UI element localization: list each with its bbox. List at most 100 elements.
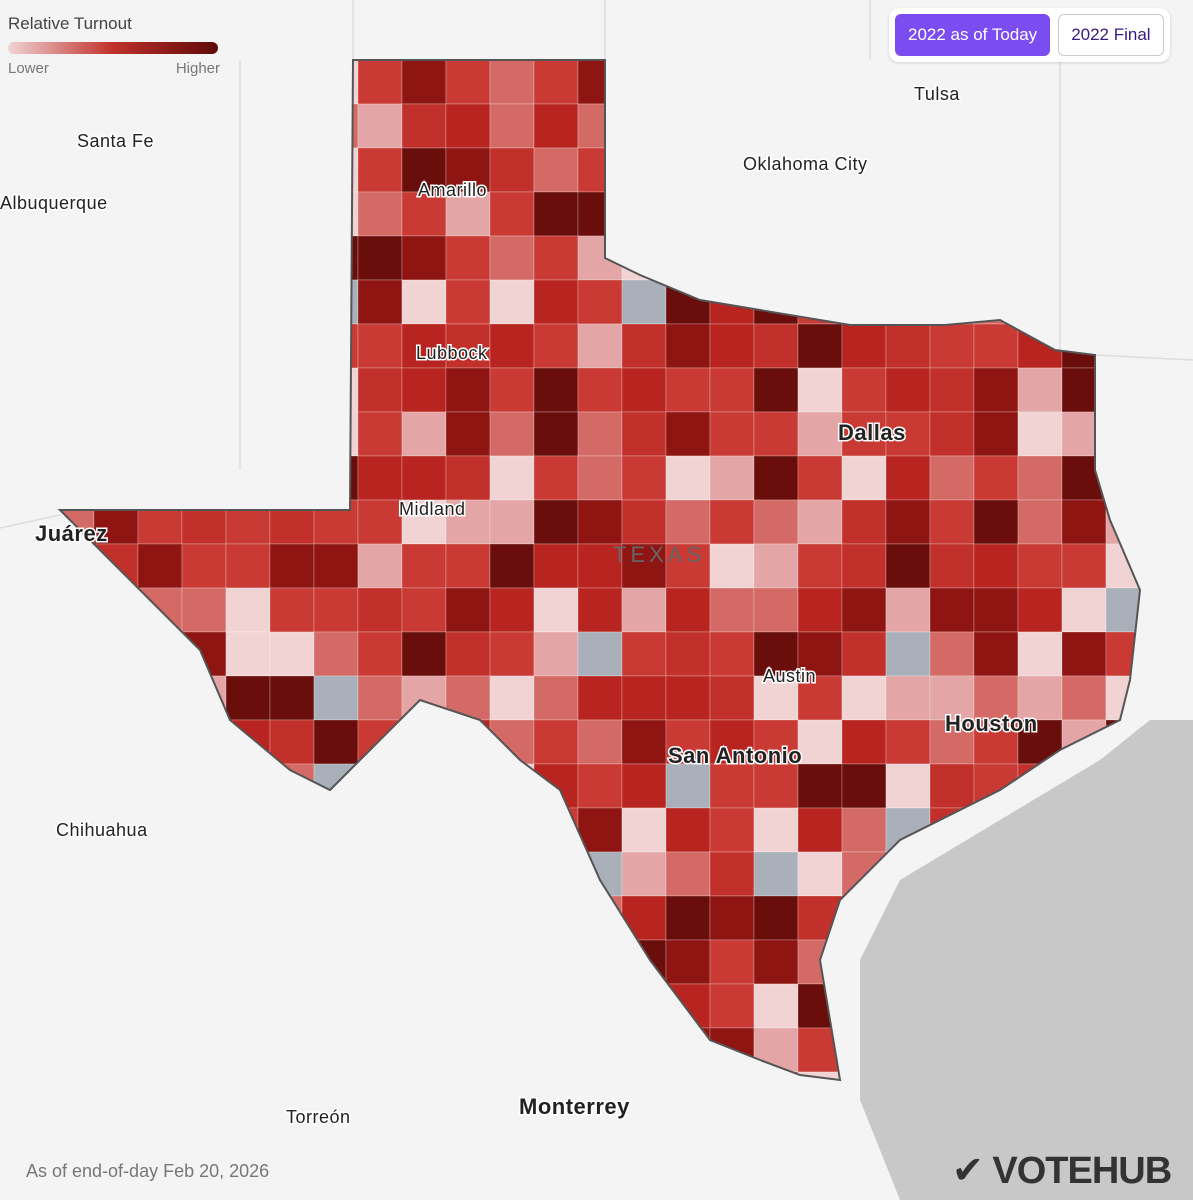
county xyxy=(93,147,139,193)
county xyxy=(225,983,271,1029)
county xyxy=(401,323,447,369)
county xyxy=(489,411,535,457)
county xyxy=(313,499,359,545)
county xyxy=(60,1027,95,1073)
county xyxy=(665,587,711,633)
county xyxy=(60,455,95,501)
county xyxy=(269,587,315,633)
county xyxy=(577,60,623,105)
county xyxy=(93,719,139,765)
county xyxy=(445,60,491,105)
county xyxy=(929,543,975,589)
county xyxy=(313,807,359,853)
city-label: Torreón xyxy=(286,1107,351,1127)
county xyxy=(489,60,535,105)
county xyxy=(1105,543,1140,589)
county xyxy=(269,323,315,369)
county xyxy=(533,279,579,325)
county xyxy=(445,807,491,853)
county xyxy=(709,895,755,941)
county xyxy=(225,147,271,193)
county xyxy=(445,543,491,589)
county xyxy=(533,191,579,237)
county xyxy=(60,587,95,633)
county xyxy=(181,323,227,369)
county xyxy=(841,455,887,501)
county xyxy=(137,191,183,237)
county xyxy=(1061,323,1107,369)
county xyxy=(621,323,667,369)
county xyxy=(665,895,711,941)
county xyxy=(269,103,315,149)
county xyxy=(577,323,623,369)
county xyxy=(621,191,667,237)
county xyxy=(60,939,95,985)
county xyxy=(665,851,711,897)
county xyxy=(929,323,975,369)
county xyxy=(665,1071,711,1080)
toggle-button[interactable]: 2022 Final xyxy=(1058,14,1164,56)
county xyxy=(709,323,755,369)
county xyxy=(313,631,359,677)
county xyxy=(885,367,931,413)
county xyxy=(93,1071,139,1080)
county xyxy=(269,60,315,105)
county xyxy=(753,675,799,721)
county xyxy=(1105,499,1140,545)
county xyxy=(445,763,491,809)
county xyxy=(357,411,403,457)
county xyxy=(929,279,975,325)
county xyxy=(533,675,579,721)
county xyxy=(357,895,403,941)
county xyxy=(401,895,447,941)
county xyxy=(577,939,623,985)
county xyxy=(533,367,579,413)
county xyxy=(973,455,1019,501)
county xyxy=(489,631,535,677)
city-label: Tulsa xyxy=(914,84,960,104)
county xyxy=(181,235,227,281)
county xyxy=(1061,103,1107,149)
county xyxy=(445,851,491,897)
county xyxy=(973,235,1019,281)
county xyxy=(489,895,535,941)
county xyxy=(665,631,711,677)
county xyxy=(489,851,535,897)
county xyxy=(709,499,755,545)
county xyxy=(137,939,183,985)
county xyxy=(797,103,843,149)
county xyxy=(973,499,1019,545)
county xyxy=(621,763,667,809)
county xyxy=(357,543,403,589)
county xyxy=(357,147,403,193)
county xyxy=(93,411,139,457)
county xyxy=(137,851,183,897)
county xyxy=(753,279,799,325)
county xyxy=(621,983,667,1029)
county xyxy=(357,1027,403,1073)
county xyxy=(885,235,931,281)
county xyxy=(841,763,887,809)
county xyxy=(137,323,183,369)
county xyxy=(841,191,887,237)
county xyxy=(181,455,227,501)
county xyxy=(621,675,667,721)
county xyxy=(225,191,271,237)
toggle-button[interactable]: 2022 as of Today xyxy=(895,14,1051,56)
county xyxy=(60,851,95,897)
city-label: Monterrey xyxy=(519,1094,630,1119)
county xyxy=(269,543,315,589)
county xyxy=(621,103,667,149)
county xyxy=(533,1027,579,1073)
county xyxy=(137,719,183,765)
county xyxy=(93,939,139,985)
county xyxy=(93,1027,139,1073)
county xyxy=(1061,719,1107,765)
county xyxy=(489,1027,535,1073)
county xyxy=(1061,367,1107,413)
county xyxy=(709,543,755,589)
county xyxy=(665,60,711,105)
county xyxy=(709,587,755,633)
county xyxy=(885,279,931,325)
county xyxy=(533,895,579,941)
